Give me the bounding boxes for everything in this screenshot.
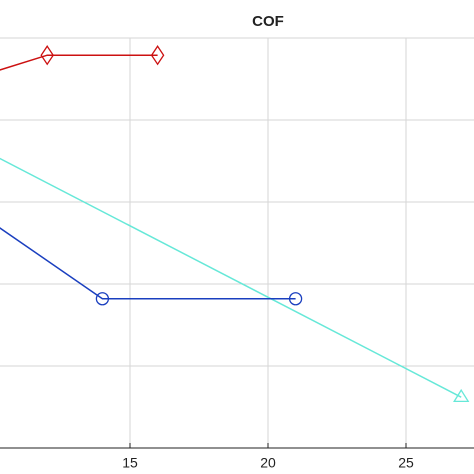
x-tick-label: 20 xyxy=(260,455,276,471)
marker xyxy=(453,388,470,403)
series-line xyxy=(0,227,296,300)
marker xyxy=(40,45,54,66)
x-tick-label: 15 xyxy=(122,455,138,471)
marker xyxy=(288,292,303,306)
marker xyxy=(95,292,110,306)
marker xyxy=(150,45,165,66)
series-line xyxy=(0,54,158,71)
x-tick-label: 25 xyxy=(398,455,414,471)
series-line xyxy=(0,157,462,398)
chart-title: COF xyxy=(252,13,284,30)
